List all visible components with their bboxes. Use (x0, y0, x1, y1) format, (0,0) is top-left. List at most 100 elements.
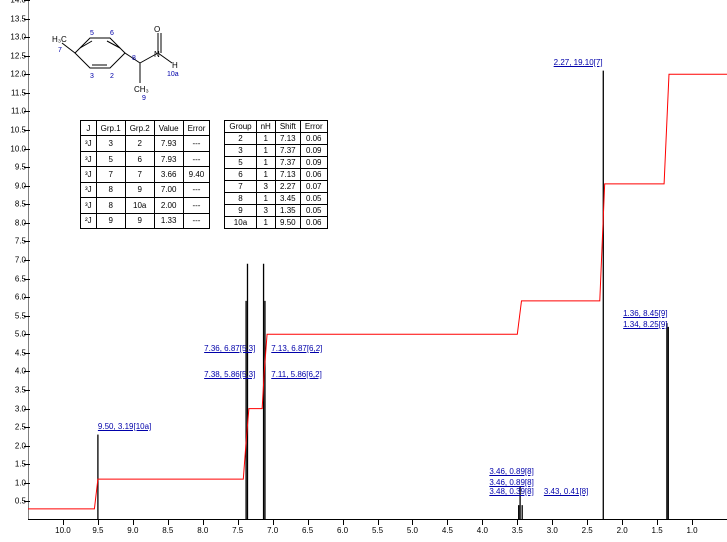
table-row: ³J897.00--- (81, 182, 210, 197)
table-header: Grp.2 (125, 121, 154, 136)
peak-label: 3.48, 0.39[8] (489, 487, 533, 496)
x-tick-label: 10.0 (55, 526, 71, 535)
table-cell: 2.00 (154, 198, 183, 213)
table-row: 931.350.05 (225, 205, 327, 217)
x-tick-mark (622, 520, 623, 525)
svg-text:O: O (154, 25, 160, 34)
table-cell: 1 (256, 157, 275, 169)
x-tick-mark (692, 520, 693, 525)
table-row: ²J991.33--- (81, 213, 210, 228)
table-row: 617.130.06 (225, 169, 327, 181)
table-cell: 7 (96, 167, 125, 182)
table-header: nH (256, 121, 275, 133)
table-cell: --- (183, 198, 210, 213)
x-tick-mark (238, 520, 239, 525)
x-tick-mark (308, 520, 309, 525)
x-tick-mark (552, 520, 553, 525)
x-tick-label: 3.5 (512, 526, 523, 535)
table-cell: ³J (81, 151, 97, 166)
table-cell: 7.00 (154, 182, 183, 197)
table-cell: 7.13 (275, 169, 300, 181)
table-cell: 1 (256, 193, 275, 205)
table-cell: 2 (225, 133, 256, 145)
table-cell: 10a (125, 198, 154, 213)
x-tick-mark (657, 520, 658, 525)
x-tick-label: 6.5 (302, 526, 313, 535)
table-cell: 9 (125, 213, 154, 228)
table-cell: 9.50 (275, 217, 300, 229)
peak-label: 3.46, 0.89[8] (489, 478, 533, 487)
table-cell: ³J (81, 182, 97, 197)
x-tick-mark (203, 520, 204, 525)
table-row: ³J327.93--- (81, 136, 210, 151)
x-tick-mark (343, 520, 344, 525)
table-cell: 7 (225, 181, 256, 193)
table-cell: 7 (125, 167, 154, 182)
x-tick-label: 4.0 (477, 526, 488, 535)
shift-table: GroupnHShiftError217.130.06317.370.09517… (224, 120, 327, 229)
table-cell: 9.40 (183, 167, 210, 182)
x-tick-label: 4.5 (442, 526, 453, 535)
svg-text:8: 8 (132, 55, 136, 62)
table-cell: 7.37 (275, 157, 300, 169)
table-cell: ²J (81, 213, 97, 228)
x-tick-mark (587, 520, 588, 525)
table-cell: 8 (96, 198, 125, 213)
x-tick-label: 7.5 (232, 526, 243, 535)
table-cell: --- (183, 151, 210, 166)
svg-text:3: 3 (90, 73, 94, 80)
table-cell: 9 (125, 182, 154, 197)
table-cell: 3 (225, 145, 256, 157)
x-tick-label: 1.0 (686, 526, 697, 535)
x-tick-label: 8.0 (197, 526, 208, 535)
x-tick-label: 9.5 (92, 526, 103, 535)
table-cell: 9 (96, 213, 125, 228)
peak-label: 3.43, 0.41[8] (544, 487, 588, 496)
x-tick-mark (133, 520, 134, 525)
table-cell: 0.09 (300, 145, 327, 157)
table-header: Error (300, 121, 327, 133)
svg-text:9: 9 (142, 95, 146, 102)
table-cell: ³J (81, 167, 97, 182)
x-tick-label: 6.0 (337, 526, 348, 535)
table-cell: 1 (256, 145, 275, 157)
peak-label: 7.11, 5.86[6,2] (271, 370, 322, 379)
table-cell: 6 (125, 151, 154, 166)
table-cell: ³J (81, 136, 97, 151)
table-cell: 9 (225, 205, 256, 217)
x-tick-label: 5.0 (407, 526, 418, 535)
table-row: ³J773.669.40 (81, 167, 210, 182)
x-tick-mark (273, 520, 274, 525)
table-cell: ³J (81, 198, 97, 213)
table-cell: 1 (256, 169, 275, 181)
table-cell: 7.13 (275, 133, 300, 145)
x-tick-label: 5.5 (372, 526, 383, 535)
table-row: 517.370.09 (225, 157, 327, 169)
table-cell: 1 (256, 217, 275, 229)
peak-label: 7.13, 6.87[6,2] (271, 344, 322, 353)
table-cell: 7.93 (154, 136, 183, 151)
table-row: 732.270.07 (225, 181, 327, 193)
x-tick-mark (98, 520, 99, 525)
table-row: 10a19.500.06 (225, 217, 327, 229)
table-cell: 7.93 (154, 151, 183, 166)
table-header: Shift (275, 121, 300, 133)
table-header: J (81, 121, 97, 136)
x-axis: 10.09.59.08.58.07.57.06.56.05.55.04.54.0… (28, 520, 727, 542)
x-tick-mark (517, 520, 518, 525)
y-axis: 0.51.01.52.02.53.03.54.04.55.05.56.06.57… (0, 0, 28, 520)
table-cell: --- (183, 213, 210, 228)
molecule-structure: H₃C CH₃ N O H 7 5 6 3 2 8 9 10a (50, 8, 180, 113)
table-cell: 0.05 (300, 193, 327, 205)
x-tick-label: 3.0 (547, 526, 558, 535)
table-cell: 3.66 (154, 167, 183, 182)
x-tick-label: 8.5 (162, 526, 173, 535)
peak-label: 3.46, 0.89[8] (489, 467, 533, 476)
svg-text:5: 5 (90, 30, 94, 37)
table-row: ³J567.93--- (81, 151, 210, 166)
table-header: Grp.1 (96, 121, 125, 136)
peak-label: 2.27, 19.10[7] (554, 58, 603, 67)
table-cell: 1 (256, 133, 275, 145)
x-tick-mark (447, 520, 448, 525)
table-cell: 0.07 (300, 181, 327, 193)
